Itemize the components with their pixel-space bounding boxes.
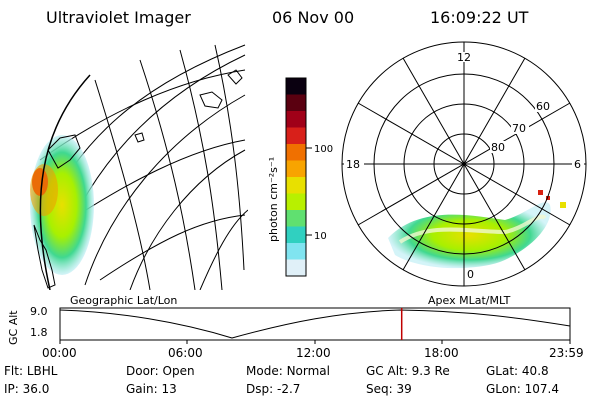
timeline-frame <box>59 307 571 341</box>
lat-label-60: 60 <box>536 100 550 113</box>
mlt-label-18: 18 <box>346 158 360 171</box>
terminator <box>39 74 91 290</box>
hotspot-1 <box>538 190 543 195</box>
altitude-timeline: GC Alt <box>7 307 571 345</box>
mlt-label-6: 6 <box>574 158 581 171</box>
color-bar-unit: photon cm⁻²s⁻¹ <box>267 157 280 242</box>
timeline-xtick-1: 06:00 <box>168 346 203 360</box>
mlt-label-12: 12 <box>457 51 471 64</box>
color-bar-swatch <box>286 226 306 244</box>
hotspot-2 <box>546 196 550 200</box>
observation-time: 16:09:22 UT <box>430 8 529 27</box>
status-dsp: Dsp: -2.7 <box>246 382 301 396</box>
timeline-xtick-2: 12:00 <box>296 346 331 360</box>
color-bar-frame <box>285 77 307 277</box>
status-glat: GLat: 40.8 <box>486 364 549 378</box>
status-gc-alt: GC Alt: 9.3 Re <box>366 364 450 378</box>
observation-date: 06 Nov 00 <box>272 8 355 27</box>
status-door: Door: Open <box>126 364 195 378</box>
color-bar-swatch <box>286 243 306 260</box>
coastlines <box>33 69 243 289</box>
auroral-oval <box>388 202 551 269</box>
timeline-ytick-bottom: 1.8 <box>30 326 48 339</box>
status-mode: Mode: Normal <box>246 364 330 378</box>
color-bar-swatch <box>286 210 306 227</box>
color-bar-swatch <box>286 78 306 95</box>
timeline-xtick-0: 00:00 <box>42 346 77 360</box>
timeline-right-title: Apex MLat/MLT <box>428 294 511 307</box>
color-bar-swatch <box>286 160 306 178</box>
timeline-axis-label: GC Alt <box>7 310 20 345</box>
timeline-xtick-3: 18:00 <box>424 346 459 360</box>
status-ip: IP: 36.0 <box>4 382 50 396</box>
color-bar-swatch <box>286 259 306 277</box>
timeline-xtick-4: 23:59 <box>549 346 584 360</box>
lat-label-80: 80 <box>491 141 505 154</box>
color-bar-swatch <box>286 144 306 161</box>
color-bar-label-100: 100 <box>314 144 333 155</box>
hotspot-3 <box>560 202 566 208</box>
mlt-label-0: 0 <box>467 268 474 281</box>
timeline-ticks <box>59 340 571 344</box>
color-bar-swatch <box>286 94 306 112</box>
status-gain: Gain: 13 <box>126 382 177 396</box>
color-bar-swatch <box>286 177 306 194</box>
altitude-curve <box>59 309 571 339</box>
status-flt: Flt: LBHL <box>4 364 58 378</box>
geographic-map <box>30 44 248 290</box>
color-bar <box>286 78 306 277</box>
status-glon: GLon: 107.4 <box>486 382 559 396</box>
lat-label-70: 70 <box>512 122 526 135</box>
color-bar-label-10: 10 <box>314 231 327 242</box>
polar-plot: 12 18 6 0 60 70 80 <box>341 41 587 287</box>
color-bar-swatch <box>286 193 306 211</box>
timeline-left-title: Geographic Lat/Lon <box>70 294 178 307</box>
color-bar-swatch <box>286 111 306 128</box>
status-seq: Seq: 39 <box>366 382 412 396</box>
polar-spokes <box>342 42 586 286</box>
timeline-ytick-top: 9.0 <box>30 305 48 318</box>
instrument-title: Ultraviolet Imager <box>46 8 191 27</box>
color-bar-swatch <box>286 127 306 145</box>
